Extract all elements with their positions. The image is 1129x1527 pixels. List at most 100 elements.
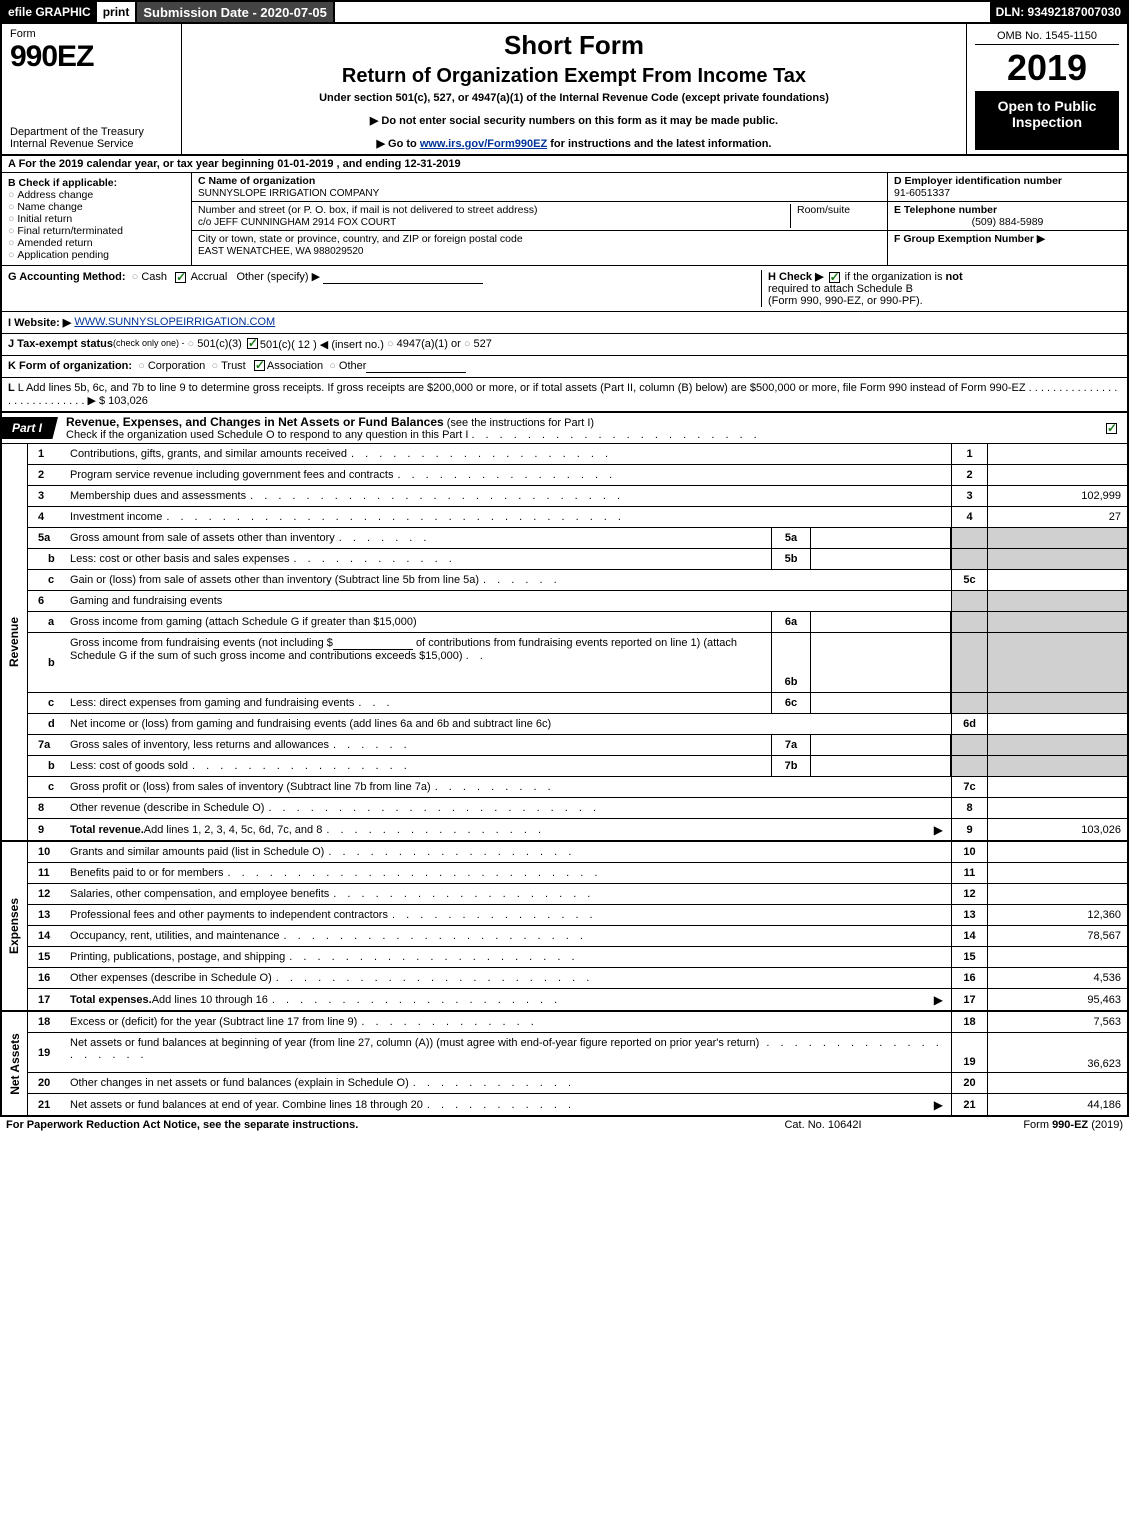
- part-1-header: Part I Revenue, Expenses, and Changes in…: [0, 413, 1129, 444]
- form-header: Form 990EZ Department of the Treasury In…: [0, 24, 1129, 156]
- box-b-opt-amended[interactable]: ○Amended return: [8, 237, 185, 249]
- instruction-1: ▶ Do not enter social security numbers o…: [190, 114, 958, 127]
- j-501c: 501(c)( 12 ) ◀ (insert no.): [260, 338, 384, 351]
- row-l: L L Add lines 5b, 6c, and 7b to line 9 t…: [0, 378, 1129, 413]
- box-c: C Name of organization SUNNYSLOPE IRRIGA…: [192, 173, 887, 265]
- row-g-h: G Accounting Method: ○Cash Accrual Other…: [0, 266, 1129, 312]
- ein-value: 91-6051337: [894, 187, 950, 199]
- line-14: 14 Occupancy, rent, utilities, and maint…: [28, 926, 1127, 947]
- k-assoc-check[interactable]: [254, 360, 265, 371]
- expenses-table: Expenses 10 Grants and similar amounts p…: [0, 842, 1129, 1012]
- header-center: Short Form Return of Organization Exempt…: [182, 24, 967, 154]
- top-bar: efile GRAPHIC print Submission Date - 20…: [0, 0, 1129, 24]
- instr2-post: for instructions and the latest informat…: [547, 138, 771, 150]
- group-exemption-row: F Group Exemption Number ▶: [888, 231, 1127, 265]
- k-other[interactable]: Other: [339, 360, 367, 373]
- j-4947[interactable]: 4947(a)(1) or: [397, 338, 461, 351]
- line-6c: c Less: direct expenses from gaming and …: [28, 693, 1127, 714]
- address-row: Number and street (or P. O. box, if mail…: [192, 202, 887, 231]
- box-b-opt-final[interactable]: ○Final return/terminated: [8, 225, 185, 237]
- box-b-opt-address[interactable]: ○Address change: [8, 189, 185, 201]
- tax-exempt-note: (check only one) -: [113, 338, 185, 351]
- city-row: City or town, state or province, country…: [192, 231, 887, 259]
- group-exemption-label: F Group Exemption Number ▶: [894, 233, 1045, 245]
- acct-accrual: Accrual: [191, 271, 228, 283]
- topbar-spacer: [335, 2, 990, 22]
- website-link[interactable]: WWW.SUNNYSLOPEIRRIGATION.COM: [74, 316, 275, 329]
- print-button[interactable]: print: [97, 2, 138, 22]
- efile-label: efile GRAPHIC: [2, 2, 97, 22]
- form-org-label: K Form of organization:: [8, 360, 132, 373]
- footer-form: Form 990-EZ (2019): [923, 1119, 1123, 1131]
- line-7c: c Gross profit or (loss) from sales of i…: [28, 777, 1127, 798]
- open-inspection: Open to Public Inspection: [975, 92, 1119, 150]
- line-17: 17 Total expenses. Add lines 10 through …: [28, 989, 1127, 1010]
- k-assoc: Association: [267, 360, 323, 373]
- row-h-post: if the organization is: [842, 271, 946, 283]
- tax-exempt-label: J Tax-exempt status: [8, 338, 113, 351]
- revenue-side-tab: Revenue: [2, 444, 28, 840]
- main-title: Return of Organization Exempt From Incom…: [190, 65, 958, 88]
- acct-other: Other (specify) ▶: [236, 271, 320, 283]
- row-g: G Accounting Method: ○Cash Accrual Other…: [8, 270, 755, 307]
- address-label: Number and street (or P. O. box, if mail…: [198, 204, 537, 216]
- part-1-title-rest: (see the instructions for Part I): [444, 417, 594, 429]
- acct-accrual-check[interactable]: [175, 272, 186, 283]
- k-corp[interactable]: Corporation: [148, 360, 205, 373]
- schedule-b-check[interactable]: [829, 272, 840, 283]
- box-b-opt-name[interactable]: ○Name change: [8, 201, 185, 213]
- page-footer: For Paperwork Reduction Act Notice, see …: [0, 1115, 1129, 1133]
- line-5c: c Gain or (loss) from sale of assets oth…: [28, 570, 1127, 591]
- short-form-title: Short Form: [190, 30, 958, 61]
- row-h-not: not: [946, 271, 963, 283]
- line-13: 13 Professional fees and other payments …: [28, 905, 1127, 926]
- j-527[interactable]: 527: [474, 338, 492, 351]
- part-1-checkbox-cell: [1104, 422, 1127, 434]
- submission-date: Submission Date - 2020-07-05: [137, 2, 335, 22]
- line-6: 6 Gaming and fundraising events: [28, 591, 1127, 612]
- line-18: 18 Excess or (deficit) for the year (Sub…: [28, 1012, 1127, 1033]
- box-b-title: B Check if applicable:: [8, 177, 185, 189]
- line-5a: 5a Gross amount from sale of assets othe…: [28, 528, 1127, 549]
- line-9: 9 Total revenue. Add lines 1, 2, 3, 4, 5…: [28, 819, 1127, 840]
- row-i: I Website: ▶ WWW.SUNNYSLOPEIRRIGATION.CO…: [0, 312, 1129, 334]
- part-1-schedule-o-check[interactable]: [1106, 423, 1117, 434]
- tel-label: E Telephone number: [894, 204, 997, 216]
- irs-link[interactable]: www.irs.gov/Form990EZ: [420, 138, 547, 150]
- line-1: 1 Contributions, gifts, grants, and simi…: [28, 444, 1127, 465]
- row-h: H Check ▶ if the organization is not req…: [761, 270, 1121, 307]
- header-left: Form 990EZ Department of the Treasury In…: [2, 24, 182, 154]
- header-right: OMB No. 1545-1150 2019 Open to Public In…: [967, 24, 1127, 154]
- arrow-icon: ▶: [930, 823, 947, 837]
- instruction-2: ▶ Go to www.irs.gov/Form990EZ for instru…: [190, 137, 958, 150]
- line-6d: d Net income or (loss) from gaming and f…: [28, 714, 1127, 735]
- row-l-amount: $ 103,026: [99, 395, 148, 407]
- city-label: City or town, state or province, country…: [198, 233, 523, 245]
- dept-treasury: Department of the Treasury: [10, 126, 144, 138]
- room-suite-label: Room/suite: [797, 204, 850, 216]
- tax-year: 2019: [975, 45, 1119, 92]
- j-501c3[interactable]: 501(c)(3): [197, 338, 242, 351]
- tel-value: (509) 884-5989: [894, 216, 1121, 228]
- row-h-line2: required to attach Schedule B: [768, 283, 913, 295]
- line-19: 19 Net assets or fund balances at beginn…: [28, 1033, 1127, 1073]
- acct-cash[interactable]: Cash: [141, 271, 167, 283]
- box-b-opt-initial[interactable]: ○Initial return: [8, 213, 185, 225]
- line-20: 20 Other changes in net assets or fund b…: [28, 1073, 1127, 1094]
- k-trust[interactable]: Trust: [221, 360, 246, 373]
- line-6a: a Gross income from gaming (attach Sched…: [28, 612, 1127, 633]
- info-grid: B Check if applicable: ○Address change ○…: [0, 173, 1129, 266]
- revenue-table: Revenue 1 Contributions, gifts, grants, …: [0, 444, 1129, 842]
- ein-label: D Employer identification number: [894, 175, 1062, 187]
- omb-number: OMB No. 1545-1150: [975, 28, 1119, 45]
- j-501c-check[interactable]: [247, 338, 258, 349]
- net-assets-side-tab: Net Assets: [2, 1012, 28, 1115]
- row-h-pre: H Check ▶: [768, 271, 827, 283]
- sub-title: Under section 501(c), 527, or 4947(a)(1)…: [190, 92, 958, 104]
- ein-row: D Employer identification number 91-6051…: [888, 173, 1127, 202]
- website-label: I Website: ▶: [8, 316, 71, 329]
- net-assets-table: Net Assets 18 Excess or (deficit) for th…: [0, 1012, 1129, 1115]
- line-3: 3 Membership dues and assessments. . . .…: [28, 486, 1127, 507]
- box-b-opt-pending[interactable]: ○Application pending: [8, 249, 185, 261]
- part-1-title-bold: Revenue, Expenses, and Changes in Net As…: [66, 415, 444, 429]
